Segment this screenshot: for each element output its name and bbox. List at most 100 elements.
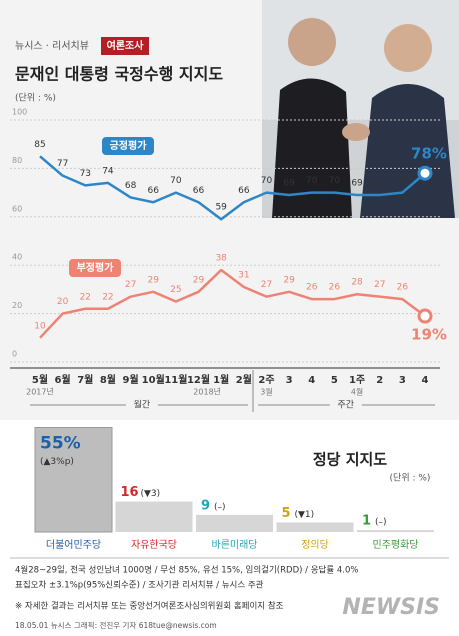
data-label: 69 <box>374 179 386 189</box>
data-label: 16 <box>121 485 139 500</box>
data-label: 85 <box>34 140 45 150</box>
series-line <box>39 268 426 339</box>
data-label: 26 <box>397 283 409 293</box>
y-tick-label: 100 <box>12 108 27 117</box>
x-tick-label: 5월 <box>32 374 48 386</box>
legend-box <box>102 137 154 155</box>
group-label: 월간 <box>134 399 151 411</box>
chart-title: 문재인 대통령 국정수행 지지도 <box>15 65 223 84</box>
legend-label: 부정평가 <box>77 261 115 274</box>
data-label: 70 <box>261 176 273 186</box>
source: 뉴시스 · 리서치뷰 <box>15 40 89 52</box>
group-label-bg <box>125 398 158 412</box>
data-label: 70 <box>397 176 409 186</box>
data-label: 69 <box>351 179 363 189</box>
category-label: 바른미래당 <box>212 539 258 551</box>
x-tick-label: 9월 <box>123 374 139 386</box>
credit: 18.05.01 뉴시스 그래픽: 전진우 기자 618tue@newsis.c… <box>15 620 217 630</box>
data-label: 19% <box>411 326 447 344</box>
x-tick-label: 3 <box>399 375 406 386</box>
data-label: 25 <box>170 285 181 295</box>
data-label: 20 <box>57 297 69 307</box>
badge: 여론조사 <box>107 39 145 52</box>
x-tick-label: 11월 <box>164 374 187 386</box>
end-marker <box>417 308 433 324</box>
data-label: 22 <box>102 292 113 302</box>
data-label: 27 <box>374 280 385 290</box>
x-tick-label: 3 <box>286 375 293 386</box>
y-tick-label: 80 <box>12 156 22 165</box>
data-label: 26 <box>306 283 318 293</box>
data-label: 70 <box>170 176 182 186</box>
legend-label: 긍정평가 <box>110 139 148 152</box>
x-sublabel: 2018년 <box>193 387 221 397</box>
bar <box>115 501 193 532</box>
y-tick-label: 20 <box>12 301 22 310</box>
change-label: (▼3) <box>141 489 161 499</box>
data-label: 28 <box>351 278 363 288</box>
photo <box>262 0 459 218</box>
data-label: 69 <box>283 179 295 189</box>
photo-hands <box>342 123 370 141</box>
y-tick-label: 60 <box>12 204 22 213</box>
group-label: 주간 <box>337 400 354 411</box>
x-tick-label: 4 <box>422 375 429 386</box>
change-label: (–) <box>375 518 387 528</box>
data-label: 74 <box>102 166 114 176</box>
x-tick-label: 1주 <box>349 374 365 386</box>
x-tick-label: 6월 <box>55 374 71 386</box>
data-label: 9 <box>201 498 210 513</box>
legend-box <box>69 259 121 277</box>
x-tick-label: 8월 <box>100 374 116 386</box>
x-tick-label: 12월 <box>187 374 210 386</box>
data-label: 31 <box>238 270 249 280</box>
bar <box>196 514 273 532</box>
photo-figure <box>272 78 352 218</box>
change-label: (▼1) <box>295 510 315 520</box>
data-label: 26 <box>329 283 341 293</box>
reference: ※ 자세한 결과는 리서치뷰 또는 중앙선거여론조사심의위원회 홈페이지 참조 <box>15 601 284 612</box>
data-label: 66 <box>193 186 205 196</box>
data-label: 29 <box>148 275 160 285</box>
x-tick-label: 10월 <box>142 374 165 386</box>
bar-unit: (단위 : %) <box>390 473 431 484</box>
bar-chart-title: 정당 지지도 <box>313 451 387 469</box>
x-tick-label: 5 <box>331 375 338 386</box>
data-label: 27 <box>261 280 272 290</box>
x-tick-label: 7월 <box>77 374 93 386</box>
data-label: 78% <box>411 145 447 163</box>
data-label: 55% <box>40 434 81 454</box>
end-marker <box>417 165 433 181</box>
change-label: (–) <box>214 502 226 512</box>
data-label: 1 <box>362 514 371 529</box>
data-label: 29 <box>193 275 205 285</box>
data-label: 68 <box>125 181 137 191</box>
x-sublabel: 3월 <box>260 387 272 397</box>
photo-figure <box>360 84 455 218</box>
data-label: 22 <box>80 292 91 302</box>
data-label: 27 <box>125 280 136 290</box>
badge-bg <box>101 37 149 55</box>
data-label: 66 <box>238 186 250 196</box>
x-tick-label: 2주 <box>258 374 274 386</box>
bar <box>276 522 354 532</box>
watermark: NEWSIS <box>342 595 440 620</box>
x-tick-label: 2월 <box>236 374 252 386</box>
x-tick-label: 1월 <box>213 374 229 386</box>
category-label: 더불어민주당 <box>46 539 101 551</box>
data-label: 77 <box>57 159 68 169</box>
y-tick-label: 40 <box>12 253 22 262</box>
data-label: 10 <box>34 321 46 331</box>
data-label: 66 <box>148 186 160 196</box>
series-line <box>39 155 426 221</box>
bar <box>357 530 434 532</box>
footer-note: 표집오차 ±3.1%p(95%신뢰수준) / 조사기관 리서치뷰 / 뉴시스 주… <box>15 580 264 591</box>
unit: (단위 : %) <box>15 93 56 104</box>
change-label: (▲3%p) <box>40 457 74 467</box>
bar <box>34 427 113 533</box>
category-label: 민주평화당 <box>373 539 419 551</box>
data-label: 38 <box>215 254 227 264</box>
photo-head <box>288 18 336 66</box>
